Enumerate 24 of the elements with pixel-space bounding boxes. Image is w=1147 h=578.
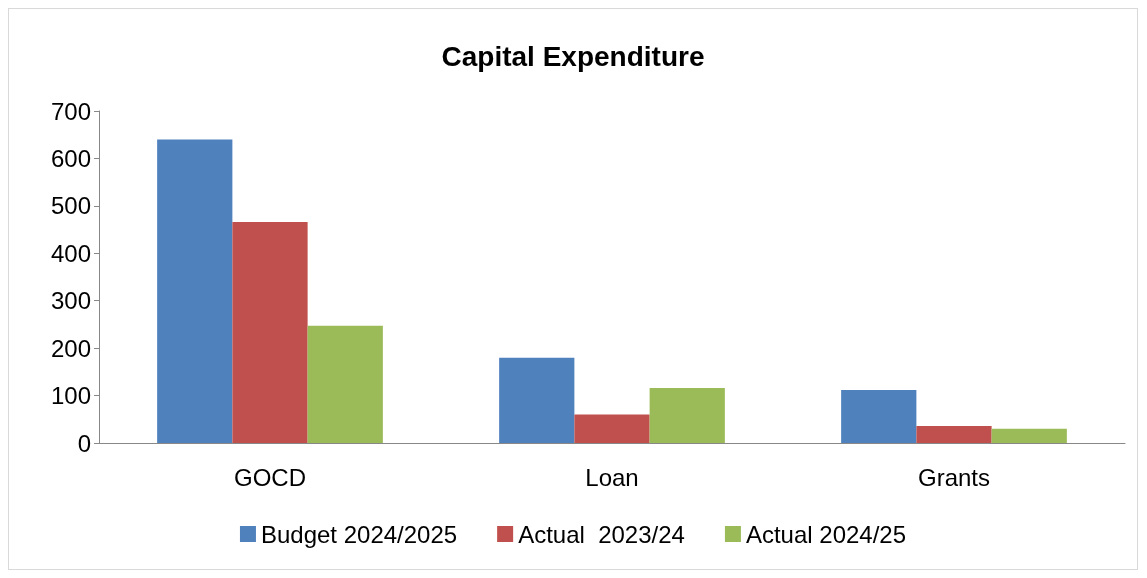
y-tick-label: 400 (50, 239, 91, 267)
bar (916, 425, 992, 443)
bar (649, 387, 725, 443)
y-tick-label: 0 (77, 429, 91, 457)
y-tick-label: 200 (50, 334, 91, 362)
x-tick-label: GOCD (234, 463, 306, 491)
bar (499, 357, 575, 443)
y-tick-label: 500 (50, 192, 91, 220)
x-tick-label: Loan (585, 463, 639, 491)
bar (991, 428, 1067, 443)
legend-label: Budget 2024/2025 (260, 520, 458, 548)
bar (307, 325, 383, 443)
bar (232, 221, 308, 443)
bar (574, 414, 650, 443)
bar (841, 389, 917, 443)
chart-title: Capital Expenditure (441, 40, 705, 72)
x-tick-label: Grants (917, 463, 991, 491)
y-tick-label: 100 (50, 382, 91, 410)
legend-label: Actual 2024/25 (745, 520, 907, 548)
y-tick-label: 700 (50, 97, 91, 125)
bar (157, 139, 233, 443)
legend-label: Actual 2023/24 (518, 520, 685, 548)
y-tick-label: 600 (50, 144, 91, 172)
y-tick-label: 300 (50, 287, 91, 315)
